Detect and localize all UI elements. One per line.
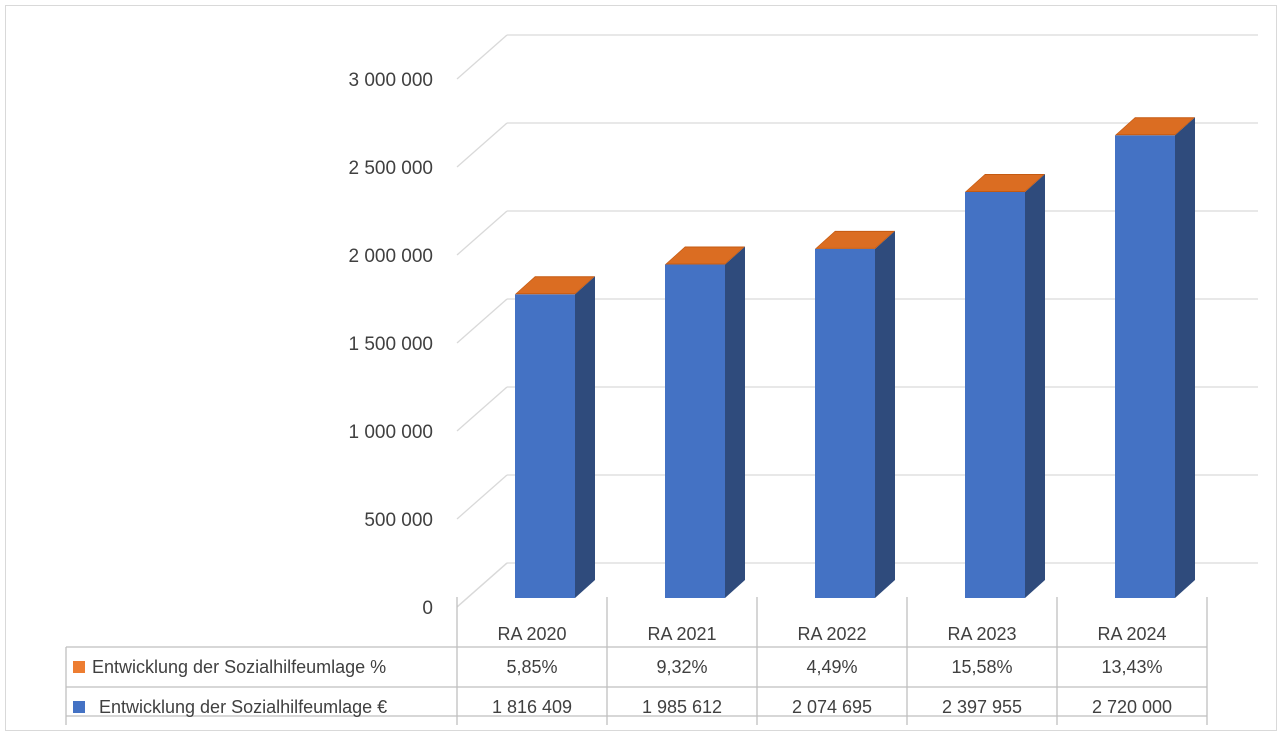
gridline-diagonal xyxy=(456,562,508,608)
category-label: RA 2023 xyxy=(947,624,1016,644)
bar xyxy=(665,264,725,598)
table-cell: 13,43% xyxy=(1101,657,1162,677)
y-tick-label: 1 000 000 xyxy=(348,422,433,443)
gridline-diagonal xyxy=(456,386,508,432)
bar-cap-highlight xyxy=(817,231,893,248)
gridline-diagonal xyxy=(456,298,508,344)
table-cell: 1 816 409 xyxy=(492,697,572,717)
series-label: Entwicklung der Sozialhilfeumlage € xyxy=(99,697,387,717)
bar-side xyxy=(1175,117,1195,598)
category-label: RA 2021 xyxy=(647,624,716,644)
table-cell: 1 985 612 xyxy=(642,697,722,717)
chart-walls xyxy=(456,562,508,608)
table-cell: 2 720 000 xyxy=(1092,697,1172,717)
y-tick-label: 0 xyxy=(422,598,433,619)
bar xyxy=(515,294,575,598)
gridline-diagonal xyxy=(456,122,508,168)
bar-side xyxy=(575,276,595,598)
y-tick-label: 500 000 xyxy=(364,510,433,531)
category-label: RA 2020 xyxy=(497,624,566,644)
series-label: Entwicklung der Sozialhilfeumlage % xyxy=(92,657,386,677)
gridline-diagonal xyxy=(456,210,508,256)
bar-group xyxy=(965,173,1045,599)
gridline-diagonal xyxy=(456,474,508,520)
bar-cap-highlight xyxy=(517,277,593,294)
bar-group xyxy=(665,246,745,598)
bar-group xyxy=(1115,117,1195,598)
chart-frame xyxy=(5,5,1277,731)
legend-swatch xyxy=(73,661,85,673)
bar-group xyxy=(515,276,595,598)
bar xyxy=(965,191,1025,599)
y-tick-label: 2 000 000 xyxy=(348,246,433,267)
bars xyxy=(515,117,1195,599)
gridline-diagonal xyxy=(456,34,508,80)
bar xyxy=(1115,135,1175,598)
table-cell: 2 397 955 xyxy=(942,697,1022,717)
y-tick-label: 3 000 000 xyxy=(348,70,433,91)
table-cell: 9,32% xyxy=(656,657,707,677)
data-table: RA 2020 RA 2021 RA 2022 RA 2023 RA 2024 Entwi… xyxy=(65,597,1208,725)
y-tick-label: 1 500 000 xyxy=(348,334,433,355)
y-tick-label: 2 500 000 xyxy=(348,158,433,179)
legend-swatch xyxy=(73,701,85,713)
table-cell: 4,49% xyxy=(806,657,857,677)
y-axis-ticks: 0 500 000 1 000 000 1 500 000 2 000 000 2 500… xyxy=(348,70,433,619)
bar-side xyxy=(1025,173,1045,599)
bar-group xyxy=(815,230,895,598)
table-cell: 2 074 695 xyxy=(792,697,872,717)
table-cell: 15,58% xyxy=(951,657,1012,677)
bar-cap-highlight xyxy=(667,247,743,264)
category-label: RA 2022 xyxy=(797,624,866,644)
bar-cap-highlight xyxy=(967,174,1043,191)
table-cell: 5,85% xyxy=(506,657,557,677)
bar xyxy=(815,248,875,598)
bar-side xyxy=(725,246,745,598)
bar-side xyxy=(875,230,895,598)
category-label: RA 2024 xyxy=(1097,624,1166,644)
bar-cap-highlight xyxy=(1117,118,1193,135)
